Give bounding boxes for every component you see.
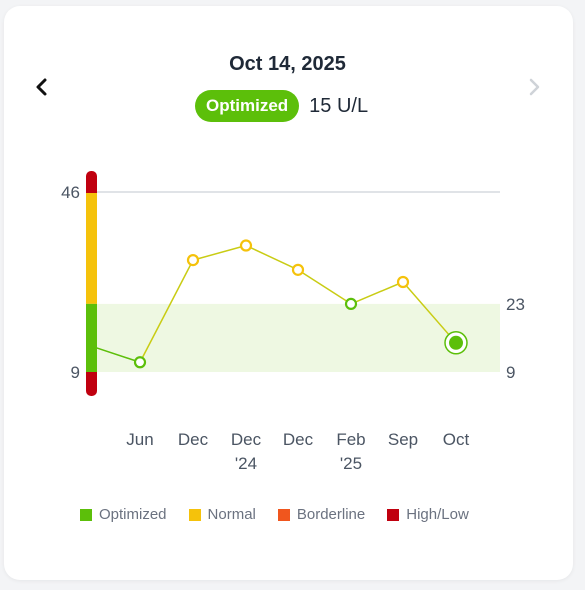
- left-tick-label: 46: [61, 183, 80, 202]
- legend-swatch: [80, 508, 92, 521]
- chevron-left-icon: [36, 78, 47, 96]
- data-point: [239, 239, 253, 252]
- legend: Optimized Normal Borderline High/Low: [80, 506, 469, 523]
- x-tick-label: Oct: [443, 430, 470, 449]
- data-point-current: [449, 335, 463, 350]
- previous-button[interactable]: [30, 72, 54, 102]
- legend-item: High/Low: [387, 506, 469, 523]
- series-line-segment: [95, 346, 141, 363]
- range-bar-high-fill: [86, 181, 97, 193]
- legend-item: Normal: [188, 506, 256, 523]
- status-badge: Optimized: [195, 90, 300, 122]
- series-line-segment: [402, 281, 457, 344]
- x-tick-label: Sep: [388, 430, 418, 449]
- x-tick-label-year: '24: [235, 454, 257, 473]
- data-point: [186, 254, 200, 267]
- reading-value: 15 U/L: [309, 94, 369, 117]
- line-chart: 46 9 23 9 Jun Dec Dec '24 Dec Feb '25 Sep Oct: [61, 171, 525, 473]
- legend-swatch: [277, 508, 290, 521]
- legend-label: High/Low: [406, 506, 469, 523]
- legend-swatch: [188, 508, 201, 521]
- x-tick-label: Dec: [231, 430, 262, 449]
- optimal-range-band: [96, 303, 500, 372]
- series-line-segment: [192, 244, 247, 261]
- status-row: Optimized 15 U/L: [195, 90, 368, 122]
- series-line-segment: [297, 269, 352, 305]
- x-tick-label: Jun: [126, 430, 153, 449]
- x-tick-label-year: '25: [340, 454, 362, 473]
- chevron-right-icon: [529, 78, 540, 96]
- next-button[interactable]: [522, 72, 546, 102]
- series-line-segment: [139, 259, 194, 363]
- left-tick-label: 9: [71, 363, 80, 382]
- series-line-segment: [350, 281, 404, 305]
- legend-label: Borderline: [296, 506, 366, 523]
- legend-label: Normal: [207, 506, 256, 523]
- data-point: [344, 297, 358, 310]
- range-bar-normal: [86, 193, 97, 304]
- x-tick-label: Dec: [178, 430, 209, 449]
- legend-label: Optimized: [99, 506, 167, 523]
- right-tick-label: 9: [506, 363, 515, 382]
- legend-swatch: [387, 508, 400, 521]
- series-line-segment: [245, 244, 299, 271]
- legend-item: Optimized: [80, 506, 167, 523]
- x-tick-label: Dec: [283, 430, 314, 449]
- data-point: [133, 356, 147, 369]
- legend-item: Borderline: [277, 506, 366, 523]
- right-tick-label: 23: [506, 295, 525, 314]
- data-point: [291, 263, 305, 276]
- range-bar-optimized: [86, 303, 97, 372]
- x-tick-label: Feb: [336, 430, 365, 449]
- range-bar-low-fill: [86, 372, 97, 384]
- data-point: [396, 275, 410, 289]
- reading-date: Oct 14, 2025: [229, 53, 346, 75]
